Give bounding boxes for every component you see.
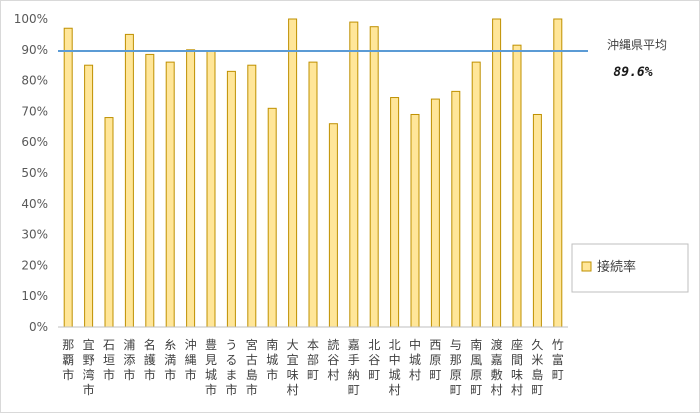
bar: [145, 53, 155, 328]
x-tick-label: 南風原町: [470, 337, 482, 397]
x-tick-label: 豊見城市: [205, 338, 217, 397]
bar: [492, 18, 502, 328]
x-tick-label: 浦添市: [123, 338, 135, 382]
bar: [104, 117, 114, 328]
x-tick-label: 沖縄市: [185, 338, 197, 382]
y-tick-label: 10%: [21, 289, 48, 303]
x-tick-label: 名護市: [144, 337, 156, 382]
y-tick-label: 90%: [21, 43, 48, 57]
y-tick-label: 70%: [21, 104, 48, 118]
bar: [532, 113, 542, 328]
x-tick-label: 竹富町: [552, 338, 564, 382]
x-tick-label: 与那原町: [450, 338, 462, 397]
legend-label: 接続率: [597, 259, 636, 275]
bar: [451, 90, 461, 328]
bar: [471, 61, 481, 328]
y-tick-label: 40%: [21, 197, 48, 211]
x-tick-label: 那覇市: [62, 338, 74, 382]
bar: [369, 26, 379, 328]
bar: [206, 50, 216, 328]
bar: [247, 64, 257, 328]
bar: [226, 70, 236, 328]
legend: 接続率: [571, 243, 689, 293]
x-tick-label: 読谷村: [327, 337, 339, 382]
bar: [410, 113, 420, 328]
x-tick-label: 石垣市: [103, 338, 115, 382]
y-tick-label: 60%: [21, 135, 48, 149]
y-tick-label: 80%: [21, 74, 48, 88]
x-tick-label: 糸満市: [164, 338, 176, 382]
average-line-label: 沖縄県平均: [607, 37, 667, 52]
x-tick-label: 宮古島市: [246, 337, 258, 397]
y-tick-label: 100%: [14, 12, 48, 26]
bar: [349, 21, 359, 328]
bar: [165, 61, 175, 328]
x-tick-label: うるま市: [225, 338, 237, 397]
x-tick-label: 西原町: [429, 338, 441, 382]
bar: [553, 18, 563, 328]
y-tick-label: 0%: [29, 320, 48, 334]
bar: [288, 18, 298, 328]
y-tick-label: 30%: [21, 228, 48, 242]
x-tick-label: 大宜味村: [287, 338, 299, 397]
average-line-value: 89.6%: [613, 65, 652, 80]
y-tick-label: 20%: [21, 258, 48, 272]
bar: [186, 49, 196, 328]
bar: [430, 98, 440, 328]
x-tick-label: 宜野湾市: [83, 337, 95, 397]
legend-swatch: [581, 261, 592, 272]
bar: [328, 123, 338, 328]
x-tick-label: 渡嘉敷村: [491, 337, 503, 397]
y-tick-label: 50%: [21, 166, 48, 180]
bar: [308, 61, 318, 328]
bar: [124, 33, 134, 328]
x-tick-label: 座間味村: [511, 337, 523, 397]
x-tick-label: 久米島町: [531, 338, 543, 397]
x-tick-label: 本部町: [307, 338, 319, 382]
x-tick-label: 中城村: [409, 337, 421, 382]
bar: [267, 107, 277, 328]
x-tick-label: 北谷町: [368, 338, 380, 382]
bar: [63, 27, 73, 328]
bar: [84, 64, 94, 328]
x-tick-label: 南城市: [266, 337, 278, 382]
bar: [390, 97, 400, 328]
x-tick-label: 北中城村: [389, 338, 401, 397]
bar: [512, 44, 522, 328]
x-tick-label: 嘉手納町: [348, 338, 360, 397]
